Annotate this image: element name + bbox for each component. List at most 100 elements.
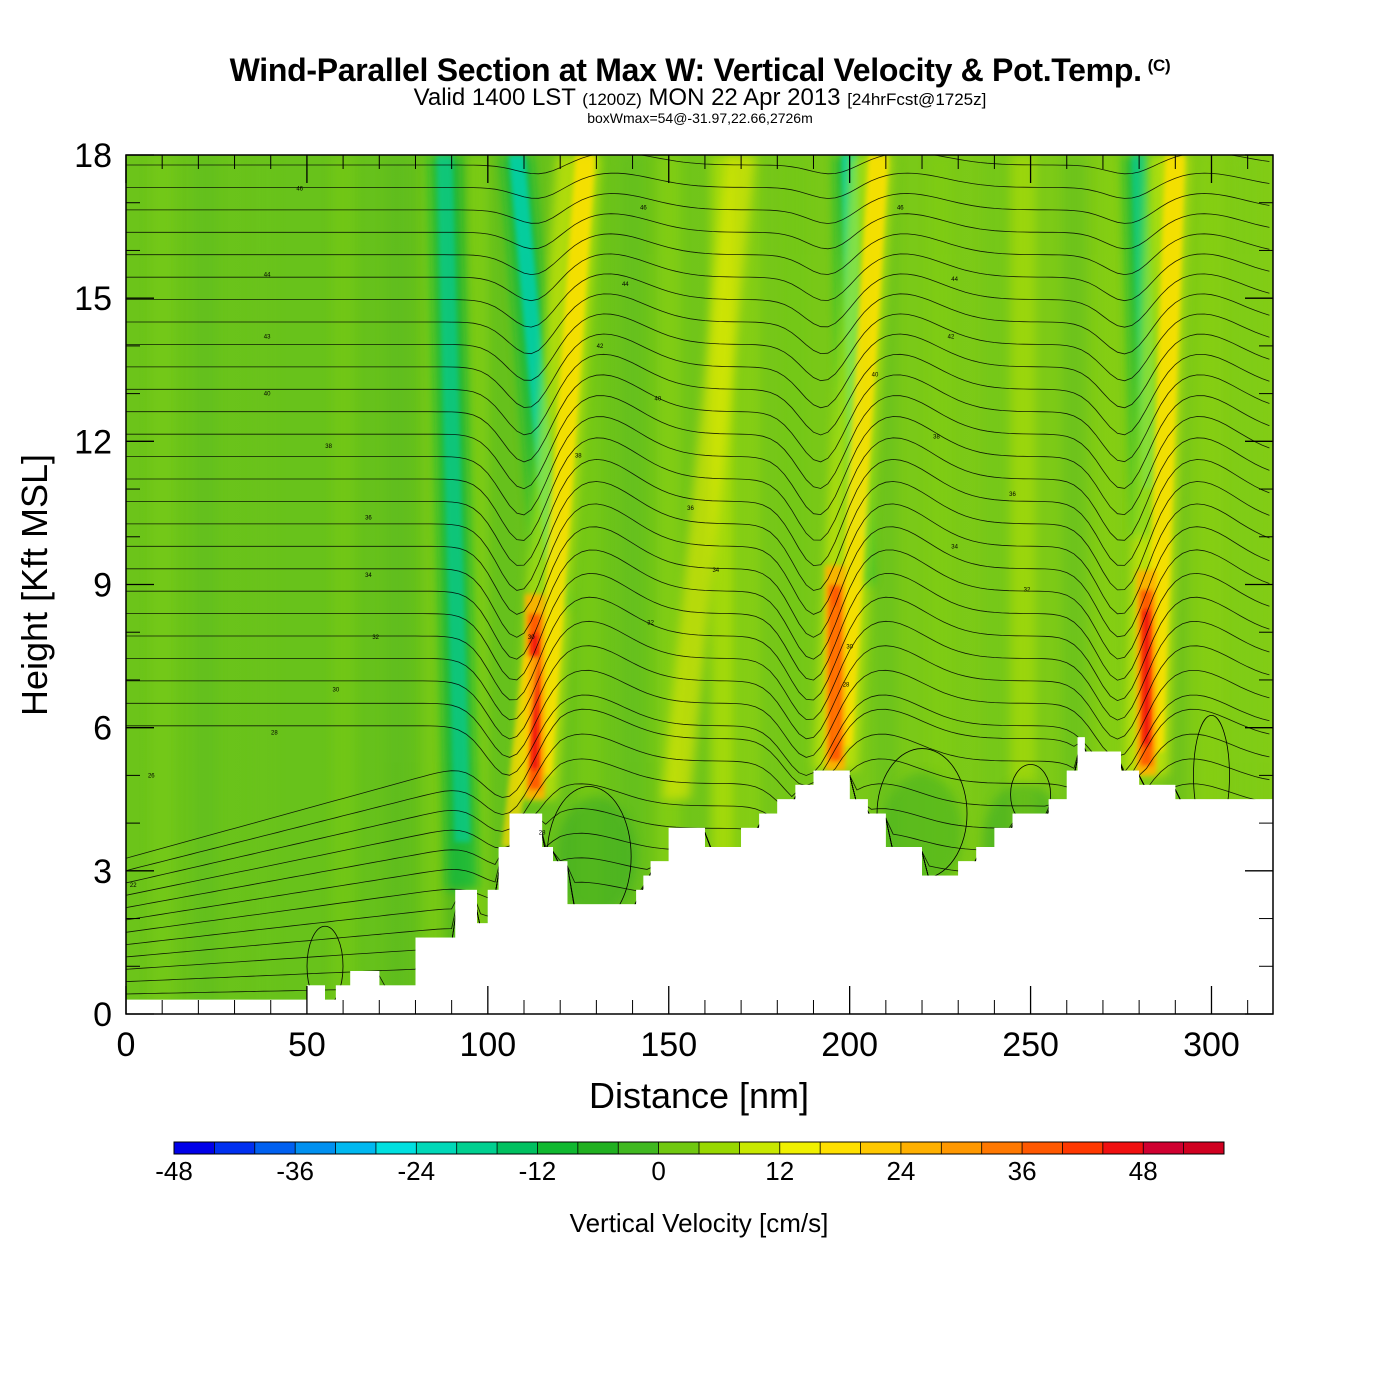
colorbar-swatch (1022, 1142, 1063, 1154)
contour-label: 38 (325, 444, 332, 450)
colorbar-label: 36 (1008, 1156, 1037, 1186)
x-tick-label: 250 (1002, 1026, 1059, 1064)
colorbar-label: -12 (519, 1156, 557, 1186)
contour-label: 30 (846, 645, 853, 651)
colorbar-swatch (416, 1142, 458, 1154)
contour-label: 36 (687, 506, 694, 512)
theta-contour (126, 481, 1270, 591)
colorbar-swatch (537, 1142, 579, 1154)
contour-label: 36 (365, 516, 372, 522)
theta-contour (126, 549, 1270, 660)
theta-contour (126, 416, 1270, 516)
theta-contour (126, 313, 1270, 382)
colorbar-swatch (1102, 1142, 1144, 1154)
texture-streak (385, 155, 410, 1000)
chart-title-text: Wind-Parallel Section at Max W: Vertical… (229, 52, 1142, 88)
x-tick-label: 300 (1183, 1026, 1240, 1064)
x-axis-title: Distance [nm] (589, 1075, 809, 1116)
contour-label: 34 (951, 544, 958, 550)
valid-time: Valid 1400 LST (413, 84, 576, 111)
contour-label: 28 (843, 683, 850, 689)
vertical-velocity-field (126, 155, 1273, 1014)
contour-label: 38 (933, 435, 940, 441)
theta-contour (126, 395, 1270, 490)
theta-contour (126, 233, 1270, 276)
contour-label: 26 (148, 773, 155, 779)
y-tick-label: 6 (93, 710, 112, 748)
colorbar-swatch (981, 1142, 1023, 1154)
box-info: boxWmax=54@-31.97,22.66,2726m (587, 110, 813, 126)
texture-streak (331, 155, 356, 1000)
theta-contour (126, 596, 1270, 702)
y-tick-label: 12 (74, 423, 112, 461)
updraft-core-max (531, 634, 538, 770)
theta-contour (126, 458, 1270, 567)
theta-contour (126, 213, 1270, 250)
x-tick-label: 50 (288, 1026, 326, 1064)
downdraft-core (436, 155, 471, 843)
x-tick-label: 150 (640, 1026, 697, 1064)
contour-label: 28 (271, 730, 278, 736)
colorbar-swatch (254, 1142, 296, 1154)
contour-label: 36 (1009, 492, 1016, 498)
theta-contour (126, 333, 1270, 409)
valid-utc: (1200Z) (582, 90, 642, 109)
colorbar-swatch (658, 1142, 700, 1154)
colorbar-swatch (900, 1142, 942, 1154)
colorbar-swatch (375, 1142, 417, 1154)
contour-label: 32 (647, 621, 654, 627)
x-tick-label: 200 (821, 1026, 878, 1064)
valid-date: MON 22 Apr 2013 (648, 84, 841, 111)
contour-label: 43 (264, 334, 271, 340)
colorbar-label: 12 (765, 1156, 794, 1186)
theta-contour (126, 669, 1270, 758)
y-tick-label: 0 (93, 996, 112, 1034)
colorbar: -48 -36 -24 -12 0 12 24 36 48 (155, 1141, 1225, 1186)
colorbar-swatch (618, 1142, 660, 1154)
colorbar-swatch (497, 1142, 538, 1154)
theta-contour (126, 172, 1270, 199)
contour-label: 42 (948, 334, 955, 340)
updraft-envelope (661, 155, 756, 800)
theta-contour (126, 503, 1270, 615)
contour-label: 40 (655, 396, 662, 402)
colorbar-label: 24 (886, 1156, 915, 1186)
contour-label: 38 (575, 454, 582, 460)
contour-label: 32 (1024, 587, 1031, 593)
chart-subtitle: Valid 1400 LST (1200Z) MON 22 Apr 2013 [… (0, 84, 1400, 112)
contour-labels: 46 44 43 40 38 36 34 32 30 28 26 22 46 44 42 40 38 36 34 32… (130, 186, 1031, 889)
colorbar-swatch (1143, 1142, 1185, 1154)
theta-contour (126, 374, 1270, 463)
colorbar-swatch (699, 1142, 740, 1154)
colorbar-swatch (295, 1142, 337, 1154)
colorbar-swatch (820, 1142, 862, 1154)
contour-label: 44 (264, 272, 271, 278)
updraft-core-max (832, 605, 839, 741)
contour-label: 30 (333, 687, 340, 693)
contour-label: 46 (296, 186, 303, 192)
updraft-band (501, 656, 540, 847)
colorbar-swatch (779, 1142, 821, 1154)
theta-contour (126, 437, 1270, 541)
contour-label: 42 (597, 344, 604, 350)
contour-label: 32 (372, 635, 379, 641)
colorbar-swatch (577, 1142, 619, 1154)
texture-streak (150, 155, 175, 1000)
theta-contour (126, 353, 1270, 436)
texture-streak (193, 155, 218, 1000)
contour-label: 46 (640, 205, 647, 211)
colorbar-label: -36 (276, 1156, 314, 1186)
theta-contour (126, 253, 1270, 302)
contour-label: 30 (528, 635, 535, 641)
colorbar-label: 48 (1129, 1156, 1158, 1186)
theta-contour (126, 155, 1270, 175)
y-tick-label: 9 (93, 567, 112, 605)
contour-label: 44 (951, 277, 958, 283)
terrain-mask (126, 737, 1273, 1014)
theta-contour (126, 620, 1270, 721)
contour-label: 40 (264, 392, 271, 398)
forecast-info: [24hrFcst@1725z] (847, 90, 987, 109)
theta-contour (126, 293, 1270, 355)
